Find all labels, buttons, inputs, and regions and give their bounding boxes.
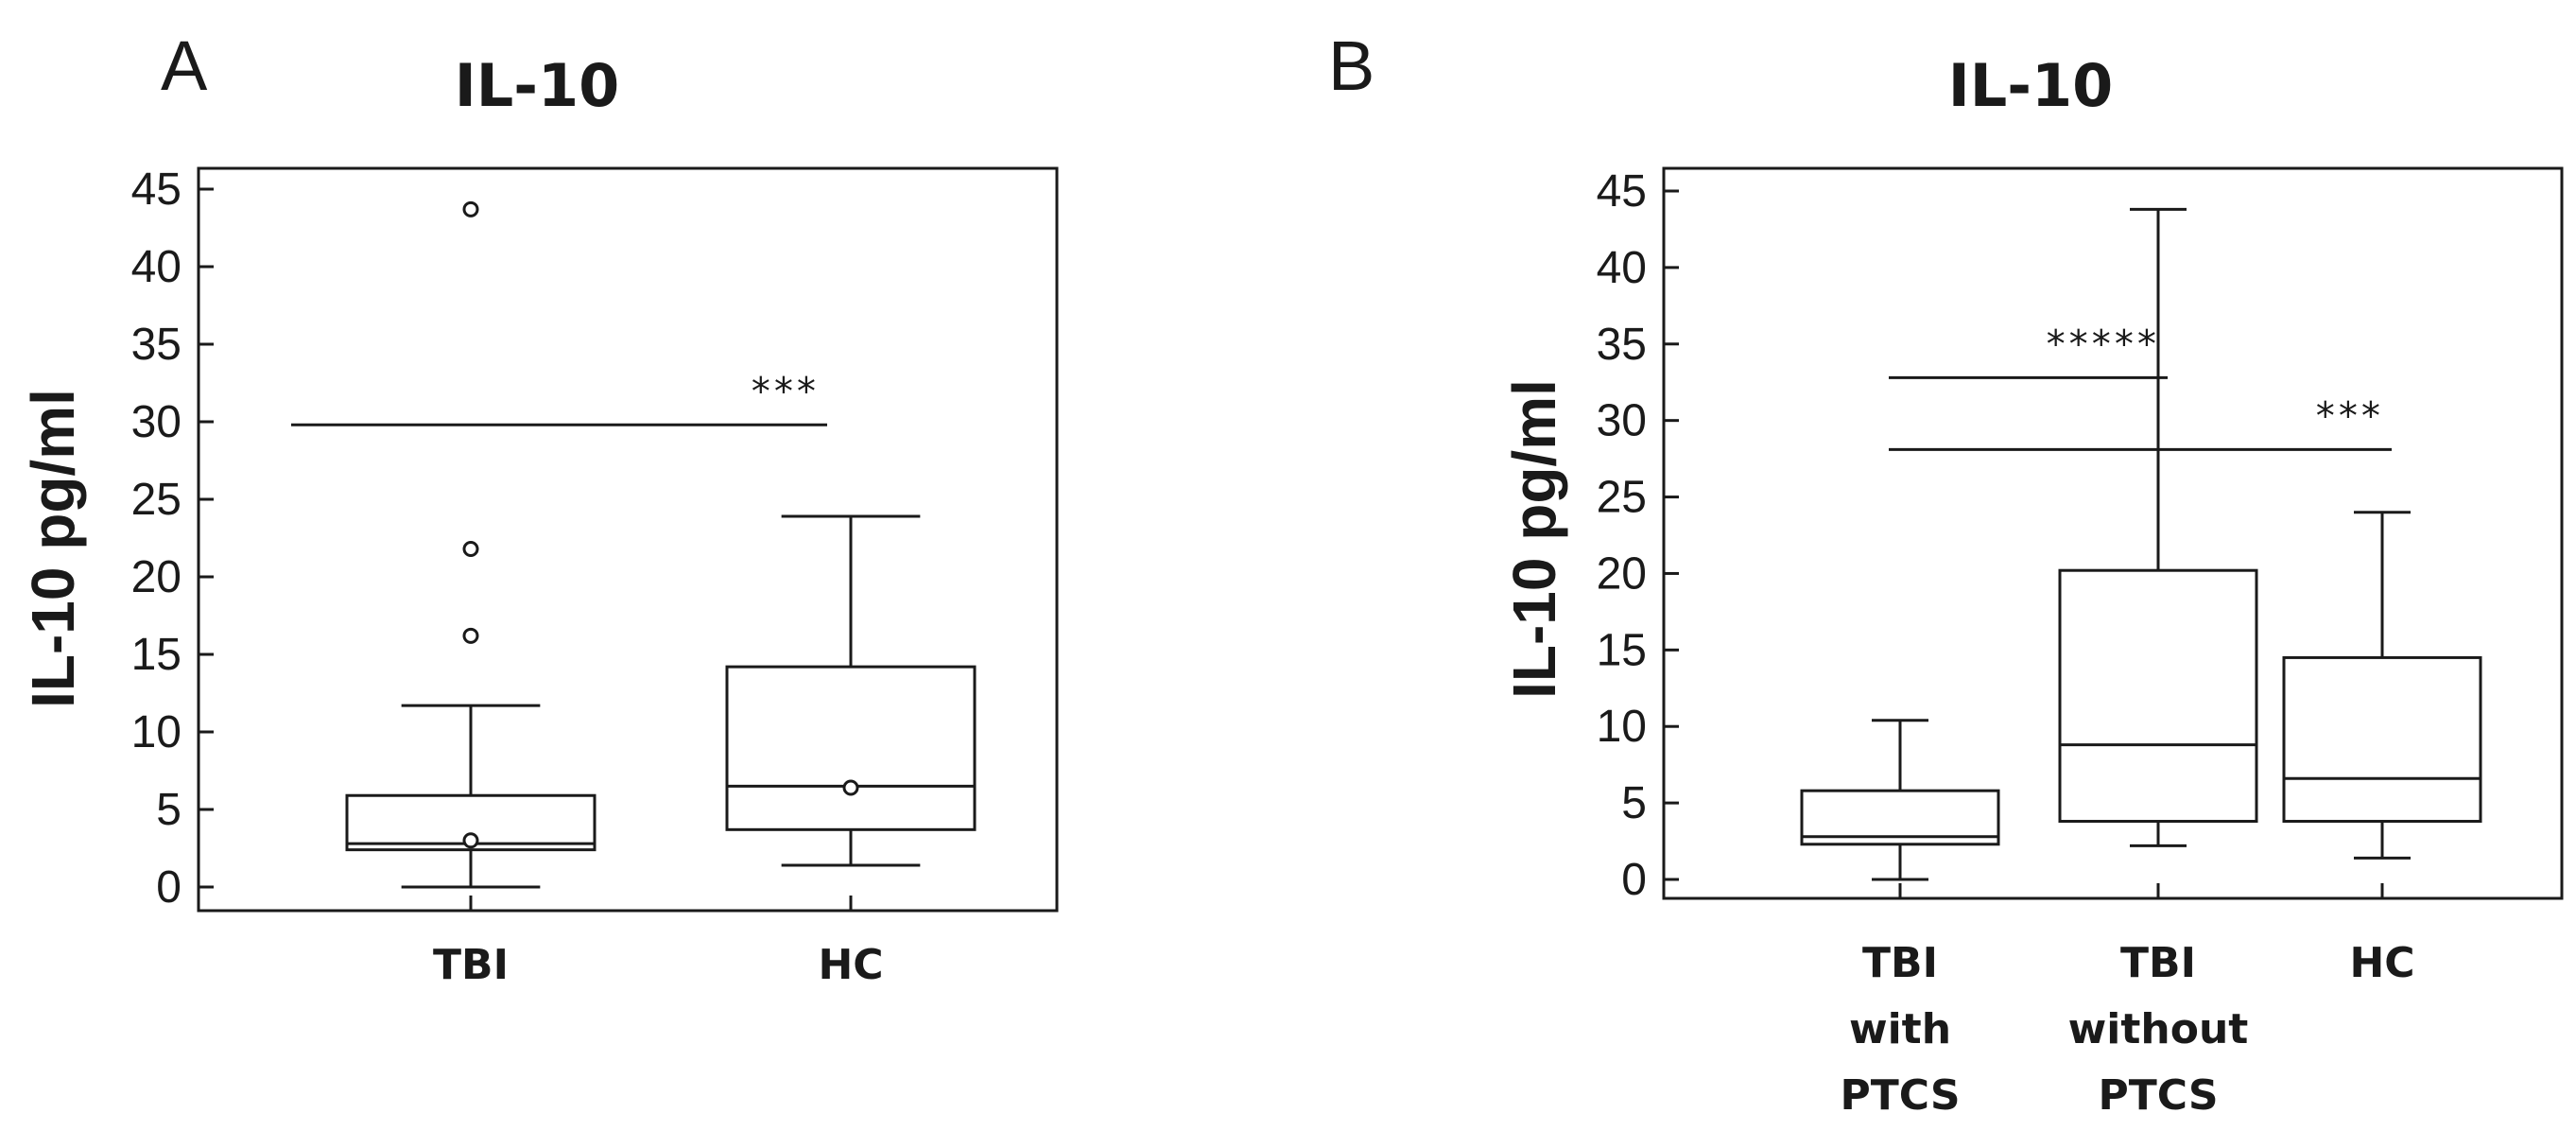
panel-b-letter: B [1328, 26, 1374, 105]
panel-b-ytick-label: 40 [1597, 243, 1647, 293]
panel-b-ytick-label: 45 [1597, 166, 1647, 217]
panel-b-ylabel: IL-10 pg/ml [1500, 379, 1568, 699]
panel-a-ytick-label: 45 [131, 165, 182, 215]
panel-a-frame [197, 166, 1059, 913]
panel-a-mean-marker [462, 832, 479, 849]
panel-a-letter: A [161, 26, 208, 105]
panel-b-plot: 0 5 10 15 20 25 30 35 40 45 TBI with PTCS TBI without P… [1597, 166, 2564, 1120]
panel-a-outlier-point [462, 200, 479, 217]
panel-a-ytick-label: 30 [131, 397, 182, 447]
panel-a-box [725, 665, 977, 831]
panel-a-ytick-label: 5 [156, 785, 182, 835]
panel-a-plot: 0 5 10 15 20 25 30 35 40 45 TBI HC *** [131, 165, 1059, 989]
panel-b-title: IL-10 [1948, 51, 2114, 120]
panel-a-significance-stars: *** [750, 370, 818, 413]
panel-a-ytick-label: 20 [131, 552, 182, 602]
panel-b-ytick-label: 15 [1597, 625, 1647, 675]
panel-a-ytick-label: 10 [131, 707, 182, 757]
panel-a-ytick-label: 35 [131, 320, 182, 370]
panel-a-outlier-point [462, 540, 479, 557]
panel-a-ylabel: IL-10 pg/ml [19, 389, 87, 708]
panel-b-ytick-label: 30 [1597, 396, 1647, 446]
panel-a-ytick-label: 40 [131, 242, 182, 292]
panel-b-ytick-label: 25 [1597, 473, 1647, 523]
panel-b-ytick-label: 10 [1597, 702, 1647, 752]
panel-a-category-label: TBI [433, 941, 509, 989]
panel-b-significance-stars: *** [2314, 394, 2382, 438]
panel-b-ytick-label: 0 [1621, 855, 1647, 905]
panel-a-mean-marker [842, 779, 859, 796]
panel-b-category-label: PTCS [1840, 1071, 1960, 1120]
panel-b-category-label: with [1849, 1005, 1951, 1053]
panel-b-ytick-label: 20 [1597, 548, 1647, 599]
panel-b-significance-stars: ***** [2045, 322, 2158, 366]
panel-b-box [2058, 568, 2258, 824]
panel-b-category-label: PTCS [2098, 1071, 2218, 1120]
panel-b-ytick-label: 35 [1597, 320, 1647, 370]
panel-b-category-label: HC [2349, 939, 2414, 987]
panel-a-category-label: HC [818, 941, 883, 989]
panel-b-ytick-label: 5 [1621, 778, 1647, 828]
panel-b-category-label: TBI [1862, 939, 1938, 987]
panel-b-box [2282, 655, 2482, 824]
panel-b-frame [1662, 166, 2564, 900]
panel-a-ytick-label: 0 [156, 862, 182, 913]
panel-b-category-label: without [2068, 1005, 2249, 1053]
panel-a-ytick-label: 15 [131, 630, 182, 680]
panel-a-title: IL-10 [455, 51, 620, 120]
panel-b-category-label: TBI [2120, 939, 2196, 987]
panel-a-outlier-point [462, 627, 479, 644]
panel-a-ytick-label: 25 [131, 475, 182, 525]
